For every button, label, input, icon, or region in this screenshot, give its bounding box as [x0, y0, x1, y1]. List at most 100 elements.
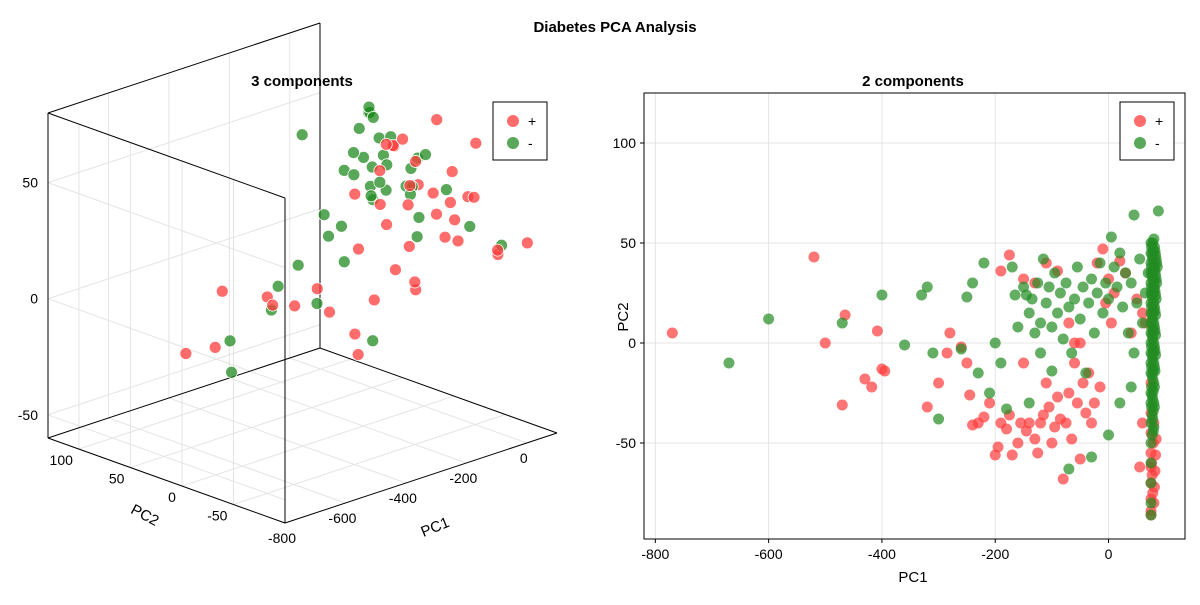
chart-2d-title: 2 components [862, 73, 964, 90]
chart-2d-point-positive-10 [921, 401, 933, 413]
chart-2d-point-negative-57 [1120, 267, 1132, 279]
chart-3d-zgrid-back-0 [47, 92, 321, 184]
chart-3d-point-negative-9 [335, 219, 348, 233]
chart-3d-ytick-label-2: 0 [168, 489, 176, 505]
chart-2d-point-negative-3 [876, 289, 888, 301]
chart-2d-points [666, 205, 1164, 521]
chart-2d-legend-marker-positive [1134, 115, 1146, 127]
chart-2d-point-negative-24 [1026, 293, 1038, 305]
chart-2d-point-negative-58 [1122, 327, 1134, 339]
chart-3d-zgrid-side-0 [47, 182, 286, 269]
chart-2d-point-negative-33 [1052, 307, 1064, 319]
chart-3d-ytick-label-3: -50 [207, 508, 227, 524]
chart-3d-point-negative-30 [412, 211, 426, 224]
chart-3d-legend-label-positive: + [528, 113, 536, 129]
chart-2d-point-negative-94 [1145, 477, 1157, 489]
chart-2d-point-positive-19 [978, 411, 990, 423]
chart-2d-point-negative-47 [1091, 287, 1103, 299]
chart-3d-point-positive-7 [323, 305, 336, 319]
chart-3d-ztick-label-1: 0 [30, 291, 38, 307]
chart-2d-legend-label-positive: + [1155, 113, 1163, 129]
chart-2d-point-positive-68 [1018, 273, 1030, 285]
chart-3d-point-negative-4 [310, 297, 324, 310]
chart-3d-point-positive-38 [373, 164, 387, 178]
chart-3d-point-positive-9 [367, 293, 381, 307]
chart-2d-point-positive-32 [1029, 433, 1041, 445]
chart-2d-point-negative-164 [1150, 309, 1162, 321]
chart-2d-point-positive-15 [961, 357, 973, 369]
chart-3d-point-negative-6 [337, 255, 351, 269]
chart-2d-point-negative-43 [1080, 367, 1092, 379]
chart-2d-point-negative-28 [1037, 253, 1049, 265]
chart-2d-point-negative-49 [1097, 307, 1109, 319]
chart-2d-point-negative-171 [1151, 277, 1163, 289]
chart-2d-point-negative-50 [1100, 277, 1112, 289]
chart-3d-zgrid-side-1 [47, 298, 286, 385]
chart-2d-ticks: -800 -600 -400 -200 0 -50 0 50 100 [613, 135, 1113, 562]
chart-2d-legend: + - [1119, 101, 1175, 161]
chart-2d-point-positive-35 [1037, 409, 1049, 421]
chart-2d: 2 components -800 -600 -400 -200 0-50050100 … [613, 73, 1186, 586]
chart-2d-point-positive-48 [1074, 453, 1086, 465]
chart-2d-point-negative-44 [1083, 297, 1095, 309]
chart-2d-point-positive-33 [1032, 447, 1044, 459]
chart-2d-point-positive-45 [1066, 433, 1078, 445]
chart-3d-ygrid-floor-2 [181, 395, 455, 487]
chart-2d-point-negative-172 [1151, 261, 1163, 273]
chart-2d-ytick-label-2: 50 [620, 235, 636, 251]
chart-2d-point-positive-7 [871, 325, 883, 337]
chart-2d-point-negative-7 [927, 347, 939, 359]
chart-3d-point-negative-35 [347, 168, 361, 182]
figure-title: Diabetes PCA Analysis [533, 19, 696, 36]
chart-2d-legend-marker-negative [1134, 137, 1146, 149]
chart-2d-point-positive-49 [1077, 377, 1089, 389]
chart-3d-point-negative-39 [419, 148, 432, 161]
chart-2d-point-negative-37 [1063, 301, 1075, 313]
chart-3d-edge-8 [47, 22, 321, 114]
chart-2d-point-positive-95 [1150, 449, 1162, 461]
chart-2d-point-positive-9 [879, 365, 891, 377]
chart-2d-point-negative-18 [1006, 261, 1018, 273]
chart-3d-point-positive-29 [396, 132, 409, 146]
chart-2d-xtick-label-0: -800 [641, 546, 669, 562]
chart-2d-ytick-label-3: 100 [613, 135, 637, 151]
chart-2d-point-negative-32 [1049, 267, 1061, 279]
chart-2d-point-negative-2 [836, 317, 848, 329]
chart-2d-point-negative-174 [1145, 509, 1157, 521]
chart-2d-point-negative-15 [989, 337, 1001, 349]
chart-2d-point-positive-44 [1063, 387, 1075, 399]
chart-3d-point-positive-16 [438, 230, 452, 244]
chart-2d-point-negative-72 [1023, 397, 1035, 409]
chart-2d-point-negative-35 [1057, 333, 1069, 345]
chart-2d-point-negative-73 [1035, 347, 1047, 359]
chart-3d-point-negative-36 [347, 146, 360, 159]
chart-2d-point-negative-93 [1145, 457, 1157, 469]
chart-2d-xlabel: PC1 [898, 569, 927, 586]
chart-3d-point-positive-14 [402, 240, 416, 253]
chart-2d-point-negative-23 [1023, 307, 1035, 319]
chart-2d-point-negative-17 [1001, 403, 1013, 415]
chart-2d-point-negative-52 [1105, 231, 1117, 243]
chart-2d-point-positive-37 [1043, 401, 1055, 413]
chart-2d-point-negative-4 [899, 339, 911, 351]
chart-2d-point-positive-74 [1074, 337, 1086, 349]
chart-2d-point-positive-1 [808, 251, 820, 263]
chart-3d-point-positive-19 [451, 234, 465, 248]
chart-3d-point-negative-7 [322, 229, 335, 243]
chart-3d-point-negative-8 [317, 208, 331, 222]
chart-2d-legend-box [1119, 101, 1175, 161]
chart-2d-point-negative-55 [1114, 247, 1126, 259]
chart-2d-point-positive-24 [1001, 423, 1013, 435]
chart-3d-point-negative-21 [440, 183, 453, 197]
chart-2d-point-negative-26 [1032, 277, 1044, 289]
chart-2d-point-positive-76 [1137, 417, 1149, 429]
chart-2d-point-positive-66 [995, 265, 1007, 277]
chart-2d-point-negative-9 [955, 343, 967, 355]
chart-3d-point-positive-3 [266, 298, 280, 312]
chart-3d-zgrid-side-2 [47, 414, 286, 501]
chart-2d-point-negative-19 [1009, 289, 1021, 301]
chart-2d-point-positive-53 [1088, 397, 1100, 409]
chart-3d-point-negative-33 [463, 220, 477, 233]
chart-3d-point-negative-28 [295, 128, 309, 142]
chart-3d-point-positive-5 [288, 299, 302, 313]
